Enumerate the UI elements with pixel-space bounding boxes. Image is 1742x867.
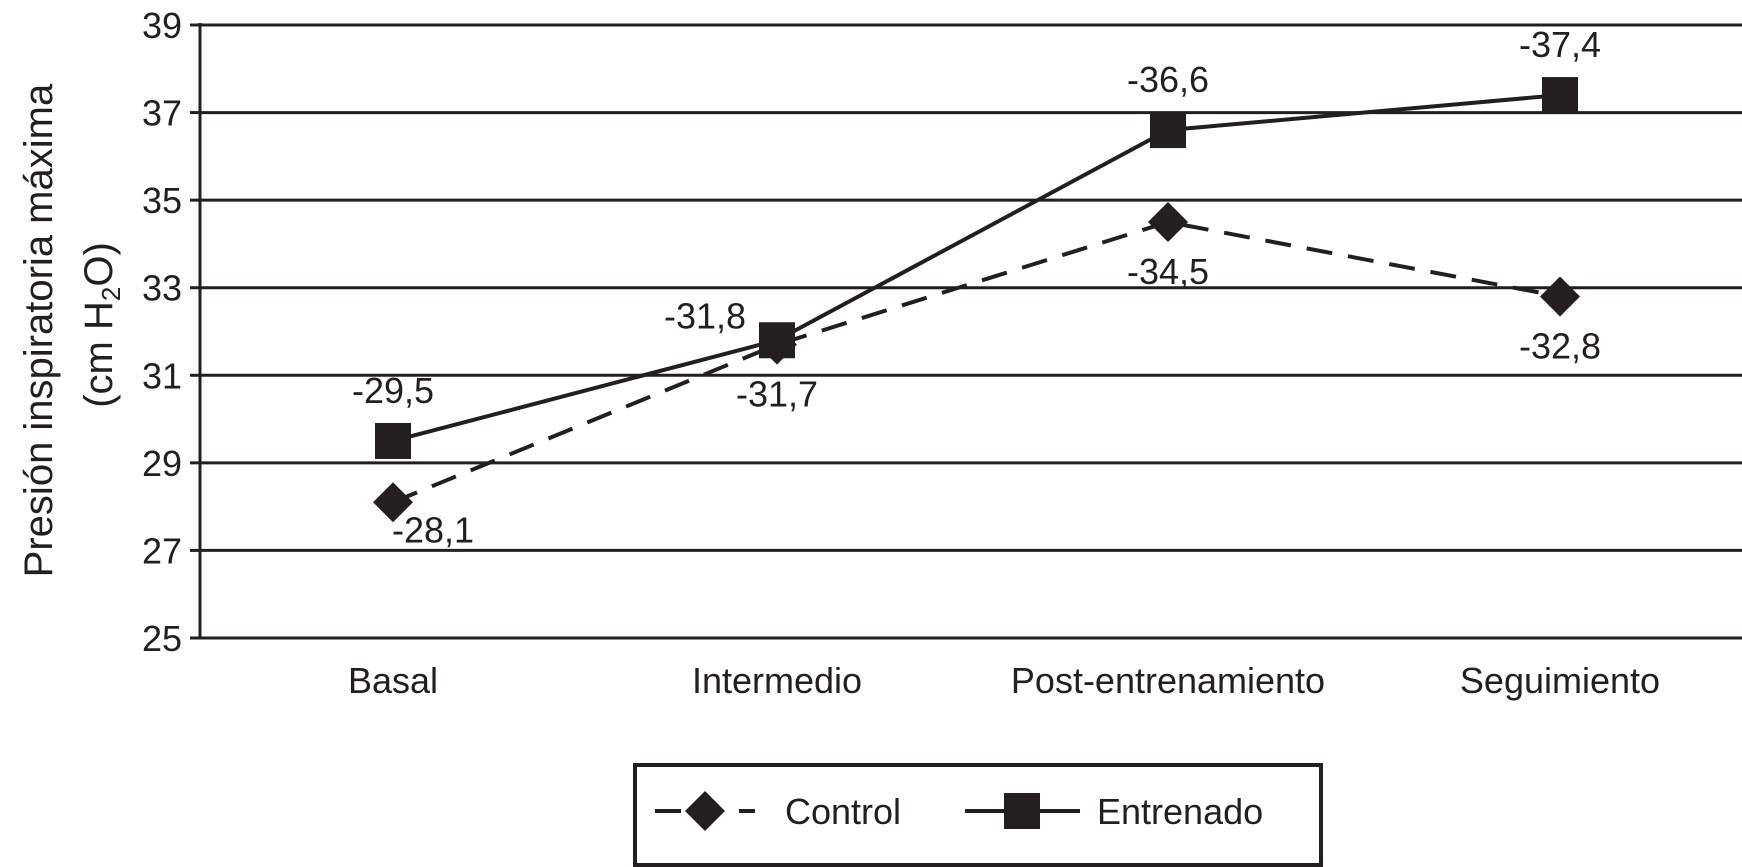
legend-label-entrenado: Entrenado (1097, 791, 1263, 832)
series-point-entrenado (759, 322, 795, 359)
legend-marker-entrenado (1004, 793, 1040, 829)
legend-label-control: Control (785, 791, 901, 832)
legend-box (633, 763, 1323, 867)
y-axis-label: Presión inspiratoria máxima (cm H2O) (17, 73, 126, 578)
x-category-label: Post-entrenamiento (1011, 660, 1325, 701)
series-line-control (392, 219, 1561, 505)
data-label-entrenado: -37,4 (1519, 24, 1601, 65)
series-point-control (1540, 276, 1580, 317)
series-point-entrenado (375, 422, 411, 459)
y-tick-label-39: 39 (142, 5, 182, 46)
y-tick-labels: 25 27 29 31 33 35 37 39 (142, 5, 182, 659)
series (373, 77, 1580, 523)
y-tick-label-25: 25 (142, 618, 182, 659)
legend-marker-control (685, 791, 725, 831)
y-tick-label-27: 27 (142, 530, 182, 571)
x-category-label: Intermedio (692, 660, 862, 701)
series-point-control (373, 482, 413, 523)
axes (190, 23, 1742, 640)
x-category-labels: Basal Intermedio Post-entrenamiento Seguimi… (348, 660, 1660, 701)
y-tick-label-31: 31 (142, 355, 182, 396)
data-label-entrenado: -31,8 (664, 295, 746, 336)
series-point-control (1148, 202, 1188, 243)
data-label-control: -31,7 (736, 374, 818, 415)
data-label-control: -32,8 (1519, 325, 1601, 366)
data-label-entrenado: -29,5 (352, 370, 434, 411)
series-point-entrenado (1150, 112, 1186, 149)
legend: Control Entrenado (633, 763, 1323, 867)
y-axis-label-subscript: 2 (96, 287, 126, 301)
x-category-label: Seguimiento (1460, 660, 1660, 701)
data-label-entrenado: -36,6 (1127, 59, 1209, 100)
y-tick-label-29: 29 (142, 443, 182, 484)
y-tick-label-35: 35 (142, 180, 182, 221)
series-point-entrenado (1542, 77, 1578, 114)
y-tick-label-37: 37 (142, 93, 182, 134)
data-labels: -28,1 -31,7 -34,5 -32,8 -29,5 -31,8 -36,6 -37,4 (352, 24, 1601, 550)
y-axis-label-line2-suffix: O) (77, 242, 121, 286)
y-axis-label-line1: Presión inspiratoria máxima (17, 83, 61, 577)
legend-items: Control Entrenado (655, 791, 1263, 832)
gridlines (200, 23, 1742, 552)
x-category-label: Basal (348, 660, 438, 701)
data-label-control: -28,1 (392, 509, 474, 550)
data-label-control: -34,5 (1127, 251, 1209, 292)
series-line-entrenado (392, 93, 1561, 443)
y-tick-label-33: 33 (142, 268, 182, 309)
y-axis-label-line2-prefix: (cm H (77, 301, 121, 408)
